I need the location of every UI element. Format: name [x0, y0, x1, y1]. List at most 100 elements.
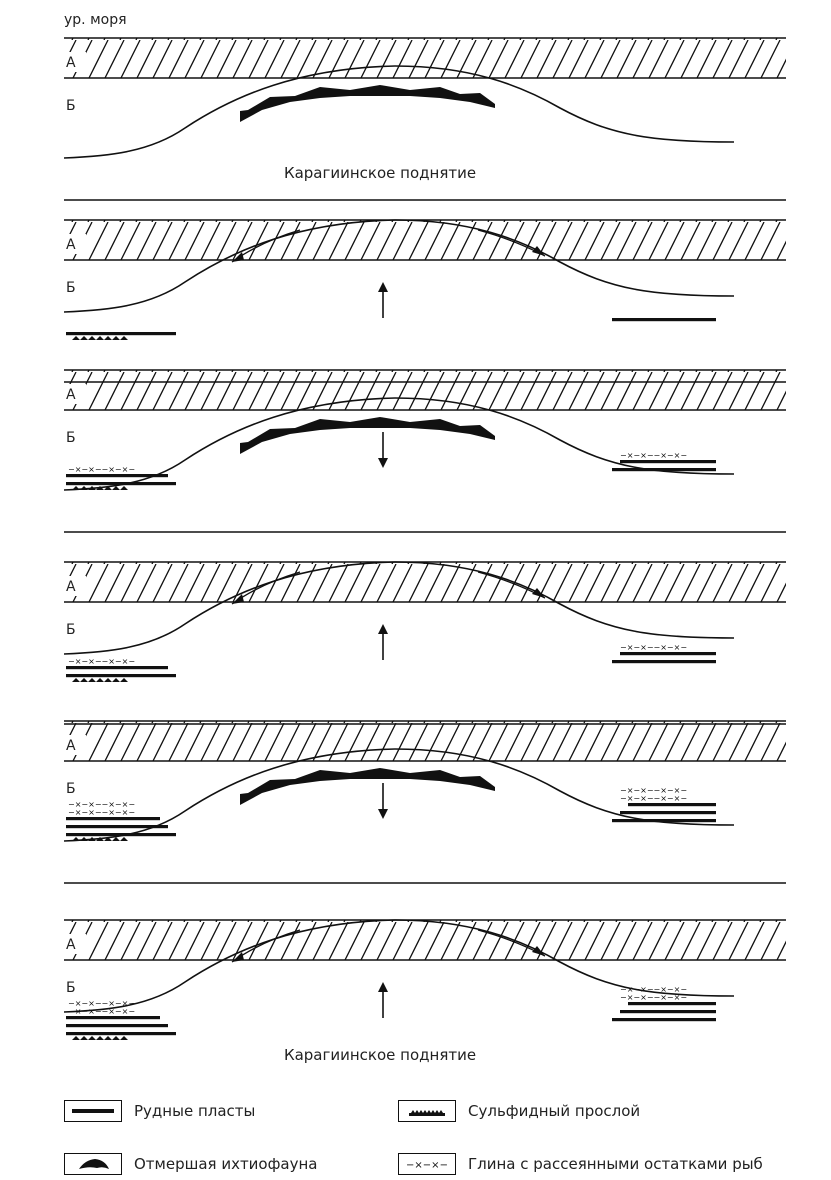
ore-bed-left [66, 332, 176, 336]
uplift-profile [63, 561, 735, 655]
ore-bed-left [66, 833, 176, 837]
panel-stage-4: А Б −×−×−−×−×− −×−×−−×−×− [63, 561, 786, 725]
layer-a-label-bg [64, 576, 86, 596]
clay-row-left: −×−×−−×−×− [68, 1007, 135, 1016]
ore-bed-left [66, 825, 168, 829]
layer-a-label: А [66, 237, 76, 253]
ore-bed-right [612, 819, 716, 823]
layer-a-hatch [64, 370, 786, 410]
clay-row-right: −×−×−−×−×− [620, 993, 687, 1002]
clay-row-left: −×−×−−×−×− [68, 800, 135, 809]
outflow-left-arrowhead [232, 252, 244, 262]
layer-b-label: Б [66, 980, 76, 996]
ore-bed-left [66, 674, 176, 678]
outflow-right-arrowhead [532, 246, 545, 256]
uplift-profile [63, 748, 735, 842]
clay-row-left: −×−×−−×−×− [68, 465, 135, 474]
layer-a-label-bg [64, 934, 86, 954]
sulfide-layer-left [70, 678, 130, 682]
layer-b-label: Б [66, 280, 76, 296]
ore-bed-right [620, 460, 716, 464]
layer-a-label: А [66, 579, 76, 595]
uplift-caption: Карагиинское поднятие [284, 164, 476, 182]
layer-b-label: Б [66, 781, 76, 797]
legend-dead-fauna: Отмершая ихтиофауна [64, 1153, 318, 1175]
ore-bed-right [612, 468, 716, 472]
ore-beds-swatch [64, 1100, 122, 1122]
uplift-arrowhead [378, 624, 388, 634]
layer-a-label-bg [64, 384, 86, 404]
legend-dead-fauna-label: Отмершая ихтиофауна [134, 1155, 318, 1173]
layer-a-hatch [64, 38, 786, 78]
ore-bed-right [612, 660, 716, 664]
uplift-profile [63, 219, 735, 313]
ore-bed-right [620, 811, 716, 815]
clay-row-left: −×−×−−×−×− [68, 999, 135, 1008]
ore-bed-right [628, 1002, 716, 1006]
sulfide-layer-swatch [398, 1100, 456, 1122]
ore-bed-left [66, 1032, 176, 1036]
ore-bed-left [66, 482, 176, 486]
panel-stage-3: А Б −×−×−−×−×− −×−×−−×−×− [63, 369, 786, 533]
ore-bed-right [620, 1010, 716, 1014]
clay-fish-swatch: −×−×− [398, 1153, 456, 1175]
sulfide-layer-left [70, 486, 130, 490]
uplift-caption: Карагиинское поднятие [284, 1046, 476, 1064]
legend-ore-beds: Рудные пласты [64, 1100, 255, 1122]
layer-a-label: А [66, 937, 76, 953]
sulfide-layer-left [70, 336, 130, 340]
ore-bed-left [66, 474, 168, 478]
subsidence-arrowhead [378, 458, 388, 468]
ore-bed-left [66, 1016, 160, 1020]
ore-bed-right [612, 318, 716, 322]
dead-fauna-swatch [64, 1153, 122, 1175]
layer-a-hatch [64, 220, 786, 260]
clay-fish-symbol: −×−×− [406, 1160, 448, 1171]
clay-row-right: −×−×−−×−×− [620, 985, 687, 994]
layer-a-label: А [66, 55, 76, 71]
layer-a-label-bg [64, 234, 86, 254]
dead-fauna-crust [240, 85, 495, 122]
layer-a-hatch [64, 920, 786, 960]
uplift-arrowhead [378, 282, 388, 292]
panel-stage-6: АБ−×−×−−×−×−−×−×−−×−×−−×−×−−×−×−−×−×−−×−… [63, 919, 786, 1064]
sulfide-layer-left [70, 837, 130, 841]
ore-bed-left [66, 817, 160, 821]
clay-row-right: −×−×−−×−×− [620, 786, 687, 795]
ore-bed-right [612, 1018, 716, 1022]
dead-fauna-crust [240, 417, 495, 454]
clay-row-right: −×−×−−×−×− [620, 794, 687, 803]
panel-stage-1: А Б Карагиинское поднятие [63, 37, 786, 201]
layer-b-label: Б [66, 430, 76, 446]
panel-stage-5: АБ−×−×−−×−×−−×−×−−×−×−−×−×−−×−×−−×−×−−×−… [63, 720, 786, 884]
sulfide-layer-left [70, 1036, 130, 1040]
legend: Рудные пласты Сульфидный прослой Отмерша… [0, 1092, 831, 1180]
ore-bed-right [620, 652, 716, 656]
layer-a-hatch [64, 721, 786, 761]
sea-level-label: ур. моря [64, 12, 127, 28]
layer-a-label-bg [64, 52, 86, 72]
outflow-right-arrowhead [532, 588, 545, 598]
legend-ore-beds-label: Рудные пласты [134, 1102, 256, 1120]
layer-a-label: А [66, 738, 76, 754]
legend-clay-fish-label: Глина с рассеянными остатками рыб [468, 1155, 763, 1173]
clay-row-left: −×−×−−×−×− [68, 657, 135, 666]
clay-row-left: −×−×−−×−×− [68, 808, 135, 817]
uplift-profile [63, 397, 735, 491]
panel-stage-2: АБ [63, 219, 786, 383]
clay-row-right: −×−×−−×−×− [620, 643, 687, 652]
layer-b-label: Б [66, 622, 76, 638]
outflow-left-arrowhead [232, 594, 244, 604]
outflow-right-arrowhead [532, 946, 545, 956]
ore-bed-left [66, 666, 168, 670]
layer-a-hatch [64, 562, 786, 602]
ore-bed-right [628, 803, 716, 807]
layer-a-label: А [66, 387, 76, 403]
clay-row-right: −×−×−−×−×− [620, 451, 687, 460]
ore-bed-left [66, 1024, 168, 1028]
layer-b-label: Б [66, 98, 76, 114]
legend-clay-fish: −×−×− Глина с рассеянными остатками рыб [398, 1153, 763, 1175]
uplift-arrowhead [378, 982, 388, 992]
uplift-profile [63, 919, 735, 1013]
